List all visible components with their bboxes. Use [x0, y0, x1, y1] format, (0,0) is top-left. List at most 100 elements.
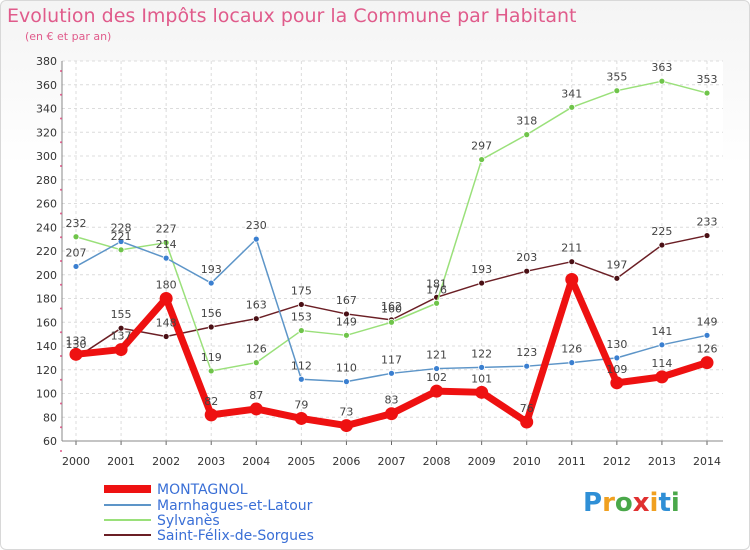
logo-letter: i — [670, 488, 680, 518]
data-label: 87 — [249, 389, 263, 402]
data-point — [162, 254, 170, 262]
x-tick-label: 2007 — [378, 455, 406, 468]
data-point — [297, 301, 305, 308]
y-tick-label: 160 — [36, 316, 57, 329]
y-axis-dot — [60, 70, 62, 72]
data-point — [523, 362, 531, 370]
y-axis-dot — [60, 426, 62, 429]
data-label: 148 — [156, 317, 177, 330]
data-point — [162, 239, 170, 247]
data-label: 353 — [697, 73, 718, 86]
logo-letter: P — [583, 488, 603, 518]
y-axis-dot — [60, 236, 62, 239]
y-axis-dot — [60, 117, 62, 120]
y-axis-dot — [60, 331, 62, 334]
data-label: 101 — [471, 372, 492, 385]
data-point — [162, 333, 170, 340]
data-point — [343, 331, 350, 339]
logo-letter: i — [649, 488, 659, 518]
x-tick-label: 2000 — [62, 455, 90, 468]
data-point — [252, 235, 260, 243]
y-tick-label: 380 — [36, 55, 57, 68]
data-label: 126 — [697, 343, 718, 356]
data-label: 160 — [381, 302, 402, 315]
data-point — [117, 238, 125, 245]
data-label: 176 — [426, 283, 447, 296]
data-point — [117, 324, 125, 332]
data-label: 193 — [471, 263, 492, 276]
data-point — [343, 310, 350, 318]
x-tick-label: 2002 — [152, 455, 180, 468]
data-label: 225 — [651, 225, 672, 238]
x-tick-label: 2004 — [242, 455, 270, 468]
data-label: 233 — [697, 216, 718, 229]
data-label: 112 — [291, 359, 312, 372]
logo-letter: x — [632, 488, 650, 518]
data-point — [523, 131, 531, 139]
chart-title: Evolution des Impôts locaux pour la Comm… — [7, 5, 577, 27]
data-point — [478, 363, 486, 371]
data-point — [613, 274, 621, 282]
data-label: 110 — [336, 362, 357, 375]
data-point — [613, 354, 621, 362]
data-point — [69, 347, 83, 361]
legend-label: MONTAGNOL — [157, 482, 248, 498]
data-label: 363 — [651, 61, 672, 74]
data-point — [72, 263, 80, 270]
y-tick-label: 100 — [36, 388, 57, 401]
data-label: 221 — [111, 230, 132, 243]
y-axis-dot — [60, 378, 62, 381]
data-label: 102 — [426, 371, 447, 384]
y-tick-label: 340 — [36, 103, 57, 116]
x-tick-label: 2003 — [197, 455, 225, 468]
data-point — [658, 241, 666, 249]
data-label: 227 — [156, 223, 177, 236]
x-tick-label: 2006 — [332, 455, 360, 468]
data-point — [117, 246, 125, 254]
data-label: 114 — [651, 357, 672, 370]
legend-label: Marnhagues-et-Latour — [157, 498, 313, 514]
data-label: 149 — [336, 315, 357, 328]
y-axis-dot — [60, 307, 62, 310]
y-axis-dot — [60, 93, 62, 96]
y-axis-dot — [60, 165, 62, 167]
data-point — [430, 384, 444, 398]
data-label: 341 — [561, 87, 582, 100]
y-axis-dot — [60, 260, 62, 262]
data-point — [475, 385, 489, 399]
data-label: 181 — [426, 277, 447, 290]
data-label: 109 — [606, 363, 627, 376]
data-label: 117 — [381, 353, 402, 366]
data-point — [700, 356, 714, 370]
x-tick-label: 2008 — [423, 455, 451, 468]
data-point — [568, 359, 576, 367]
data-label: 318 — [516, 115, 537, 128]
data-label: 137 — [111, 330, 132, 343]
data-point — [565, 273, 579, 286]
y-axis-dot — [60, 283, 62, 286]
y-axis-dot — [60, 212, 62, 215]
data-label: 130 — [606, 338, 627, 351]
data-label: 175 — [291, 284, 312, 297]
logo-letter: t — [658, 488, 671, 518]
data-point — [658, 77, 666, 85]
data-label: 211 — [561, 242, 582, 255]
data-label: 232 — [66, 217, 87, 230]
data-point — [610, 376, 624, 390]
data-label: 162 — [381, 300, 402, 313]
x-tick-label: 2001 — [107, 455, 135, 468]
data-point — [388, 369, 395, 377]
y-tick-label: 60 — [43, 435, 57, 448]
data-label: 83 — [385, 394, 399, 407]
data-point — [568, 103, 576, 111]
y-tick-label: 180 — [36, 293, 57, 306]
data-point — [658, 341, 666, 349]
y-tick-label: 120 — [36, 364, 57, 377]
data-point — [252, 359, 260, 367]
data-label: 149 — [697, 315, 718, 328]
legend-label: Sylvanès — [157, 513, 220, 529]
data-point — [703, 89, 711, 97]
data-label: 126 — [246, 343, 267, 356]
y-axis-dot — [60, 355, 62, 357]
